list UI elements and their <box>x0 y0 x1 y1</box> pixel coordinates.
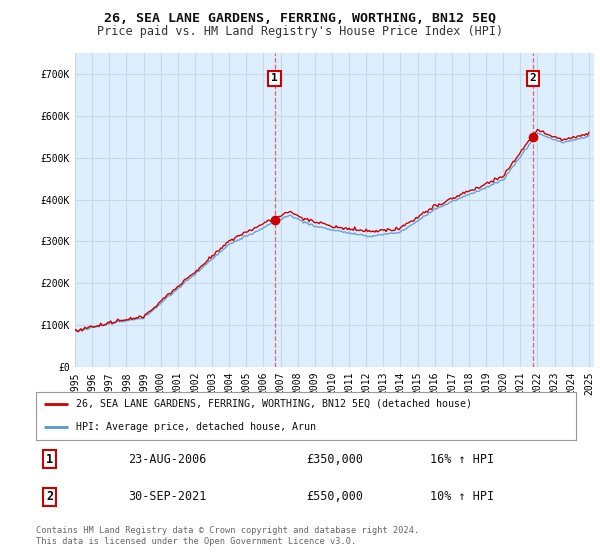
Text: 2: 2 <box>530 73 536 83</box>
Text: 26, SEA LANE GARDENS, FERRING, WORTHING, BN12 5EQ (detached house): 26, SEA LANE GARDENS, FERRING, WORTHING,… <box>77 399 473 409</box>
Text: 1: 1 <box>271 73 278 83</box>
Text: 1: 1 <box>46 452 53 465</box>
Text: £550,000: £550,000 <box>306 491 363 503</box>
Text: HPI: Average price, detached house, Arun: HPI: Average price, detached house, Arun <box>77 422 317 432</box>
Text: 16% ↑ HPI: 16% ↑ HPI <box>430 452 494 465</box>
Text: Contains HM Land Registry data © Crown copyright and database right 2024.
This d: Contains HM Land Registry data © Crown c… <box>36 526 419 546</box>
Text: 30-SEP-2021: 30-SEP-2021 <box>128 491 206 503</box>
Text: 10% ↑ HPI: 10% ↑ HPI <box>430 491 494 503</box>
Text: 26, SEA LANE GARDENS, FERRING, WORTHING, BN12 5EQ: 26, SEA LANE GARDENS, FERRING, WORTHING,… <box>104 12 496 25</box>
Text: Price paid vs. HM Land Registry's House Price Index (HPI): Price paid vs. HM Land Registry's House … <box>97 25 503 38</box>
Text: £350,000: £350,000 <box>306 452 363 465</box>
Text: 23-AUG-2006: 23-AUG-2006 <box>128 452 206 465</box>
Text: 2: 2 <box>46 491 53 503</box>
